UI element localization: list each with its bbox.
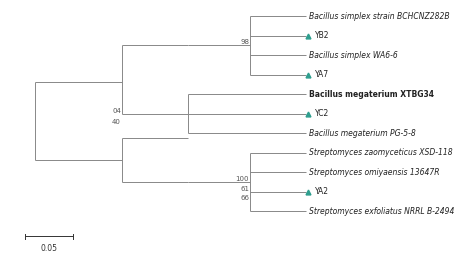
- Text: Streptomyces omiyaensis 13647R: Streptomyces omiyaensis 13647R: [309, 168, 439, 177]
- Text: YA2: YA2: [315, 187, 329, 196]
- Text: Streptomyces zaomyceticus XSD-118: Streptomyces zaomyceticus XSD-118: [309, 148, 453, 157]
- Text: 04: 04: [112, 108, 121, 114]
- Text: 66: 66: [240, 195, 249, 201]
- Text: Bacillus simplex WA6-6: Bacillus simplex WA6-6: [309, 51, 398, 60]
- Text: Bacillus megaterium PG-5-8: Bacillus megaterium PG-5-8: [309, 129, 416, 138]
- Text: Streptomyces exfoliatus NRRL B-2494: Streptomyces exfoliatus NRRL B-2494: [309, 207, 455, 216]
- Text: 98: 98: [240, 39, 249, 46]
- Text: Bacillus simplex strain BCHCNZ282B: Bacillus simplex strain BCHCNZ282B: [309, 12, 450, 21]
- Text: 40: 40: [112, 119, 121, 124]
- Text: 61: 61: [240, 186, 249, 191]
- Text: YC2: YC2: [315, 109, 329, 118]
- Text: 100: 100: [236, 176, 249, 182]
- Text: Bacillus megaterium XTBG34: Bacillus megaterium XTBG34: [309, 90, 434, 99]
- Text: YA7: YA7: [315, 70, 329, 79]
- Text: YB2: YB2: [315, 31, 329, 40]
- Text: 0.05: 0.05: [41, 244, 58, 253]
